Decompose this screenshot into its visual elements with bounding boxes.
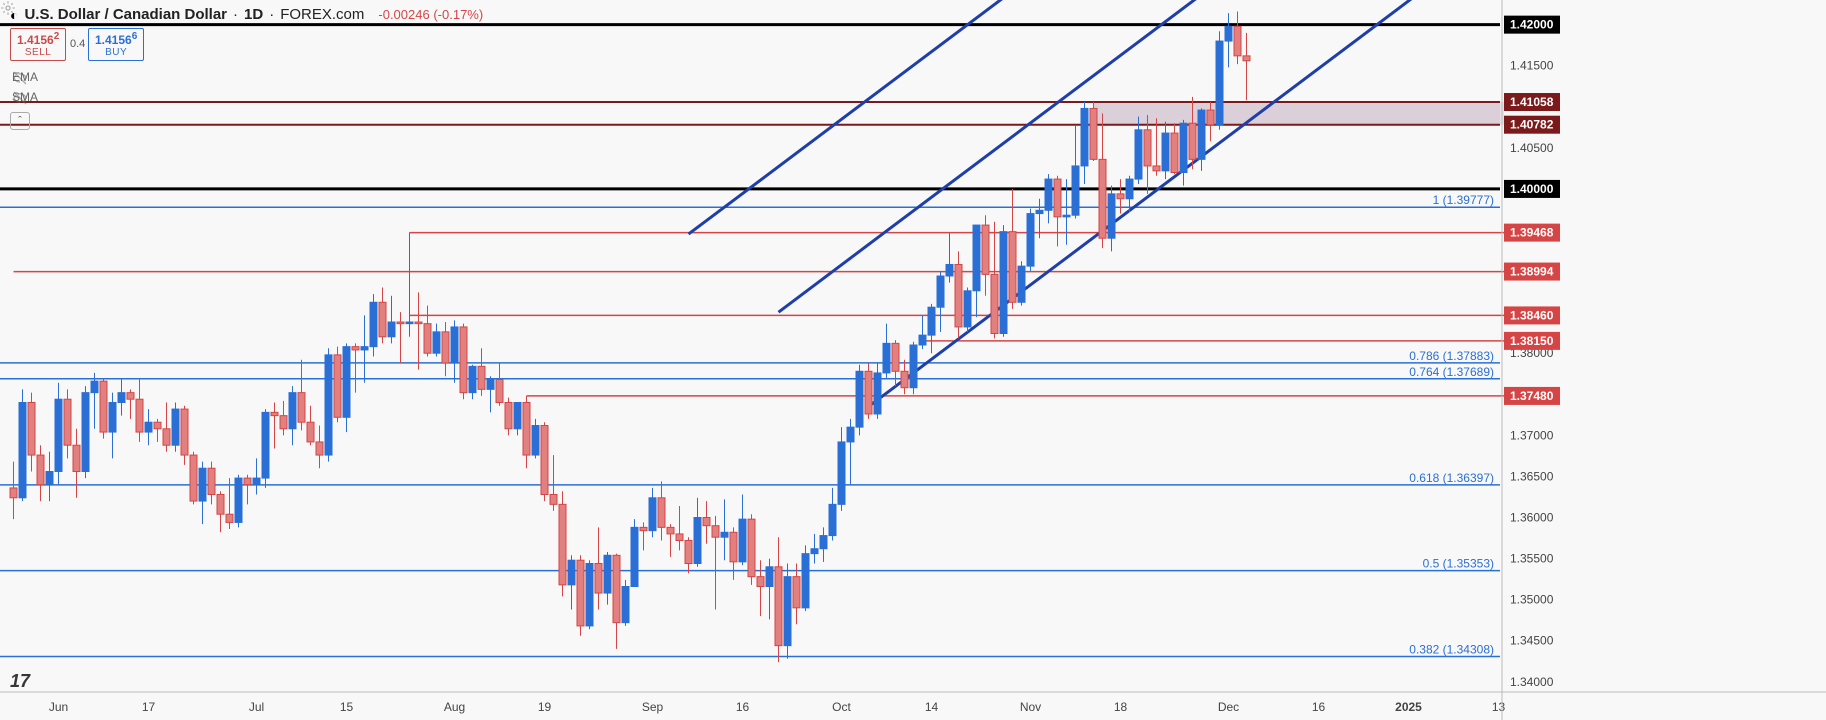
svg-text:1.37480: 1.37480	[1510, 389, 1554, 403]
svg-text:1.38994: 1.38994	[1510, 265, 1554, 279]
svg-text:13: 13	[1492, 700, 1506, 714]
buy-button[interactable]: 1.41566 BUY	[88, 28, 144, 61]
svg-text:Dec: Dec	[1218, 700, 1239, 714]
spread-value: 0.4	[70, 38, 85, 50]
collapse-button[interactable]: ˆ	[10, 112, 30, 130]
svg-text:Sep: Sep	[642, 700, 664, 714]
chart-header: ◐ U.S. Dollar / Canadian Dollar · 1D · F…	[10, 6, 483, 23]
svg-text:16: 16	[736, 700, 750, 714]
timeframe: 1D	[244, 6, 263, 23]
svg-text:Nov: Nov	[1020, 700, 1041, 714]
svg-text:1.34000: 1.34000	[1510, 675, 1554, 689]
svg-text:16: 16	[1312, 700, 1326, 714]
svg-text:1.40000: 1.40000	[1510, 182, 1554, 196]
sell-button[interactable]: 1.41562 SELL	[10, 28, 66, 61]
svg-text:15: 15	[340, 700, 354, 714]
svg-text:Aug: Aug	[444, 700, 465, 714]
svg-text:1.40782: 1.40782	[1510, 118, 1554, 132]
eye-off-icon	[12, 90, 28, 106]
price-change: -0.00246 (-0.17%)	[378, 7, 483, 22]
svg-text:0.764 (1.37689): 0.764 (1.37689)	[1409, 365, 1494, 379]
svg-text:1 (1.39777): 1 (1.39777)	[1433, 193, 1494, 207]
svg-text:1.41058: 1.41058	[1510, 95, 1554, 109]
tradingview-logo: 17	[10, 671, 30, 692]
svg-text:0.5 (1.35353): 0.5 (1.35353)	[1423, 557, 1494, 571]
svg-text:1.35000: 1.35000	[1510, 593, 1554, 607]
svg-text:17: 17	[142, 700, 156, 714]
svg-text:1.40500: 1.40500	[1510, 141, 1554, 155]
source: FOREX.com	[280, 6, 364, 23]
svg-text:2025: 2025	[1395, 700, 1422, 714]
chart-svg: 1.415001.405001.380001.370001.365001.360…	[0, 0, 1826, 720]
svg-text:19: 19	[538, 700, 552, 714]
svg-text:1.39468: 1.39468	[1510, 226, 1554, 240]
gear-icon[interactable]	[0, 0, 16, 16]
svg-text:0.382 (1.34308): 0.382 (1.34308)	[1409, 642, 1494, 656]
svg-text:1.36500: 1.36500	[1510, 469, 1554, 483]
svg-text:0.618 (1.36397): 0.618 (1.36397)	[1409, 471, 1494, 485]
svg-text:1.34500: 1.34500	[1510, 634, 1554, 648]
svg-text:1.41500: 1.41500	[1510, 59, 1554, 73]
svg-text:1.38460: 1.38460	[1510, 308, 1554, 322]
svg-text:1.36000: 1.36000	[1510, 511, 1554, 525]
indicator-sma[interactable]: SMA	[12, 90, 38, 104]
svg-text:1.37000: 1.37000	[1510, 428, 1554, 442]
svg-text:14: 14	[925, 700, 939, 714]
svg-text:1.38150: 1.38150	[1510, 334, 1554, 348]
svg-text:1.42000: 1.42000	[1510, 18, 1554, 32]
svg-text:1.35500: 1.35500	[1510, 552, 1554, 566]
svg-text:Oct: Oct	[832, 700, 851, 714]
candlestick-chart[interactable]: 1.415001.405001.380001.370001.365001.360…	[0, 0, 1826, 720]
svg-text:Jun: Jun	[49, 700, 68, 714]
eye-off-icon	[12, 70, 28, 86]
svg-text:18: 18	[1114, 700, 1128, 714]
indicator-ema[interactable]: EMA	[12, 70, 38, 84]
pair-name: U.S. Dollar / Canadian Dollar	[24, 6, 227, 23]
svg-text:0.786 (1.37883): 0.786 (1.37883)	[1409, 349, 1494, 363]
svg-text:Jul: Jul	[249, 700, 264, 714]
